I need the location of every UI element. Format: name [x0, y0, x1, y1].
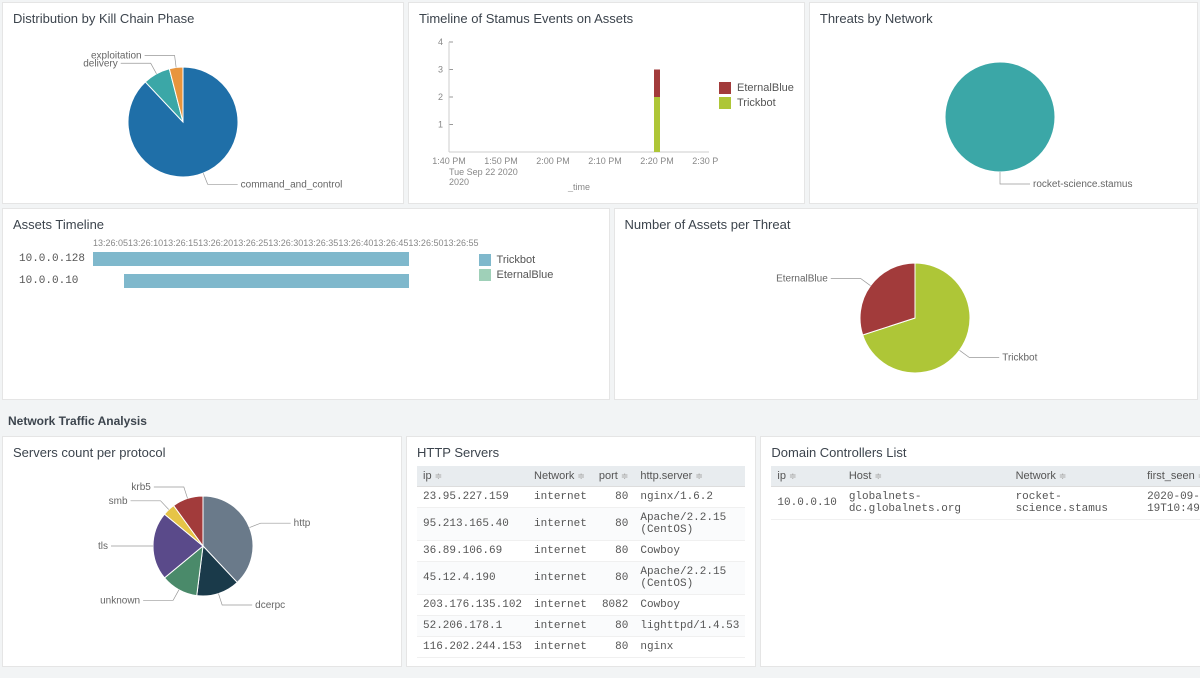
pie-chart-assets-threat[interactable]: Trickbot EternalBlue	[625, 238, 1185, 388]
column-header[interactable]: Network≑	[1010, 466, 1141, 487]
gantt-row[interactable]: 10.0.0.10	[13, 270, 479, 292]
panel-domain-controllers: Domain Controllers List ip≑Host≑Network≑…	[760, 436, 1200, 667]
svg-text:1: 1	[438, 120, 443, 130]
column-header[interactable]: port≑	[593, 466, 635, 487]
panel-assets-per-threat: Number of Assets per Threat Trickbot Eter…	[614, 208, 1198, 400]
column-header[interactable]: ip≑	[417, 466, 528, 487]
panel-timeline-events: Timeline of Stamus Events on Assets 1 2 3 4…	[408, 2, 805, 204]
panel-threats-network: Threats by Network rocket-science.stamus	[809, 2, 1198, 204]
svg-text:krb5: krb5	[131, 482, 151, 493]
panel-http-servers: HTTP Servers ip≑Network≑port≑http.server…	[406, 436, 756, 667]
panel-title: Servers count per protocol	[13, 445, 391, 460]
table-row[interactable]: 52.206.178.1internet80lighttpd/1.4.53	[417, 616, 745, 637]
panel-title: HTTP Servers	[417, 445, 745, 460]
column-header[interactable]: Host≑	[843, 466, 1010, 487]
svg-text:2:10 PM: 2:10 PM	[588, 156, 622, 166]
svg-text:2:20 PM: 2:20 PM	[640, 156, 674, 166]
table-row[interactable]: 36.89.106.69internet80Cowboy	[417, 541, 745, 562]
svg-text:2:00 PM: 2:00 PM	[536, 156, 570, 166]
svg-text:2020: 2020	[449, 177, 469, 187]
panel-servers-protocol: Servers count per protocol httpdcerpcunk…	[2, 436, 402, 667]
table-scroll[interactable]: ip≑Host≑Network≑first_seen≑last_seen≑10.…	[771, 466, 1200, 520]
pie-chart-protocols[interactable]: httpdcerpcunknowntlssmbkrb5	[13, 466, 393, 616]
panel-title: Number of Assets per Threat	[625, 217, 1187, 232]
dashboard: Distribution by Kill Chain Phase command…	[0, 0, 1200, 669]
svg-text:EternalBlue: EternalBlue	[776, 274, 828, 285]
column-header[interactable]: first_seen≑	[1141, 466, 1200, 487]
gantt-rows: 10.0.0.12810.0.0.10	[13, 248, 479, 292]
svg-text:http: http	[294, 518, 311, 529]
table-row[interactable]: 95.213.165.40internet80Apache/2.2.15 (Ce…	[417, 508, 745, 541]
gantt-row[interactable]: 10.0.0.128	[13, 248, 479, 270]
svg-text:4: 4	[438, 37, 443, 47]
svg-text:1:40 PM: 1:40 PM	[432, 156, 466, 166]
panel-kill-chain: Distribution by Kill Chain Phase command…	[2, 2, 404, 204]
column-header[interactable]: Network≑	[528, 466, 593, 487]
svg-text:tls: tls	[98, 541, 108, 552]
panel-assets-timeline: Assets Timeline 13:26:0513:26:1013:26:15…	[2, 208, 610, 400]
column-header[interactable]: http.server≑	[634, 466, 745, 487]
svg-text:rocket-science.stamus: rocket-science.stamus	[1033, 179, 1132, 190]
svg-text:2: 2	[438, 92, 443, 102]
svg-text:Tue Sep 22 2020: Tue Sep 22 2020	[449, 167, 518, 177]
pie-chart-kill-chain[interactable]: command_and_controldeliveryexploitation	[13, 32, 393, 192]
svg-text:2:30 PM: 2:30 PM	[692, 156, 719, 166]
table-row[interactable]: 45.12.4.190internet80Apache/2.2.15 (Cent…	[417, 562, 745, 595]
svg-text:3: 3	[438, 65, 443, 75]
legend-assets-timeline: TrickbotEternalBlue	[479, 238, 599, 292]
section-header-traffic: Network Traffic Analysis	[2, 404, 1198, 432]
panel-title: Threats by Network	[820, 11, 1187, 26]
panel-title: Distribution by Kill Chain Phase	[13, 11, 393, 26]
pie-chart-threats[interactable]: rocket-science.stamus	[820, 32, 1180, 192]
column-header[interactable]: ip≑	[771, 466, 842, 487]
table-row[interactable]: 10.0.0.10globalnets-dc.globalnets.orgroc…	[771, 487, 1200, 520]
table-row[interactable]: 203.176.135.102internet8082Cowboy	[417, 595, 745, 616]
table-domain-controllers[interactable]: ip≑Host≑Network≑first_seen≑last_seen≑10.…	[771, 466, 1200, 520]
svg-text:1:50 PM: 1:50 PM	[484, 156, 518, 166]
table-row[interactable]: 116.202.244.153internet80nginx	[417, 637, 745, 658]
svg-text:_time: _time	[567, 182, 590, 192]
legend-timeline: EternalBlueTrickbot	[719, 82, 794, 192]
svg-text:dcerpc: dcerpc	[255, 600, 285, 611]
table-http-servers[interactable]: ip≑Network≑port≑http.server≑23.95.227.15…	[417, 466, 745, 658]
bar-chart-timeline[interactable]: 1 2 3 4 1:40 PM 1:50 PM 2:00 PM 2:10 PM 2:20 PM 2…	[419, 32, 719, 192]
gantt-axis-ticks: 13:26:0513:26:1013:26:1513:26:2013:26:25…	[93, 238, 479, 248]
panel-title: Domain Controllers List	[771, 445, 1200, 460]
svg-text:command_and_control: command_and_control	[241, 179, 343, 190]
svg-text:smb: smb	[109, 496, 128, 507]
panel-title: Assets Timeline	[13, 217, 599, 232]
panel-title: Timeline of Stamus Events on Assets	[419, 11, 794, 26]
svg-text:Trickbot: Trickbot	[1002, 352, 1037, 363]
table-row[interactable]: 23.95.227.159internet80nginx/1.6.2	[417, 487, 745, 508]
svg-text:exploitation: exploitation	[91, 51, 142, 62]
